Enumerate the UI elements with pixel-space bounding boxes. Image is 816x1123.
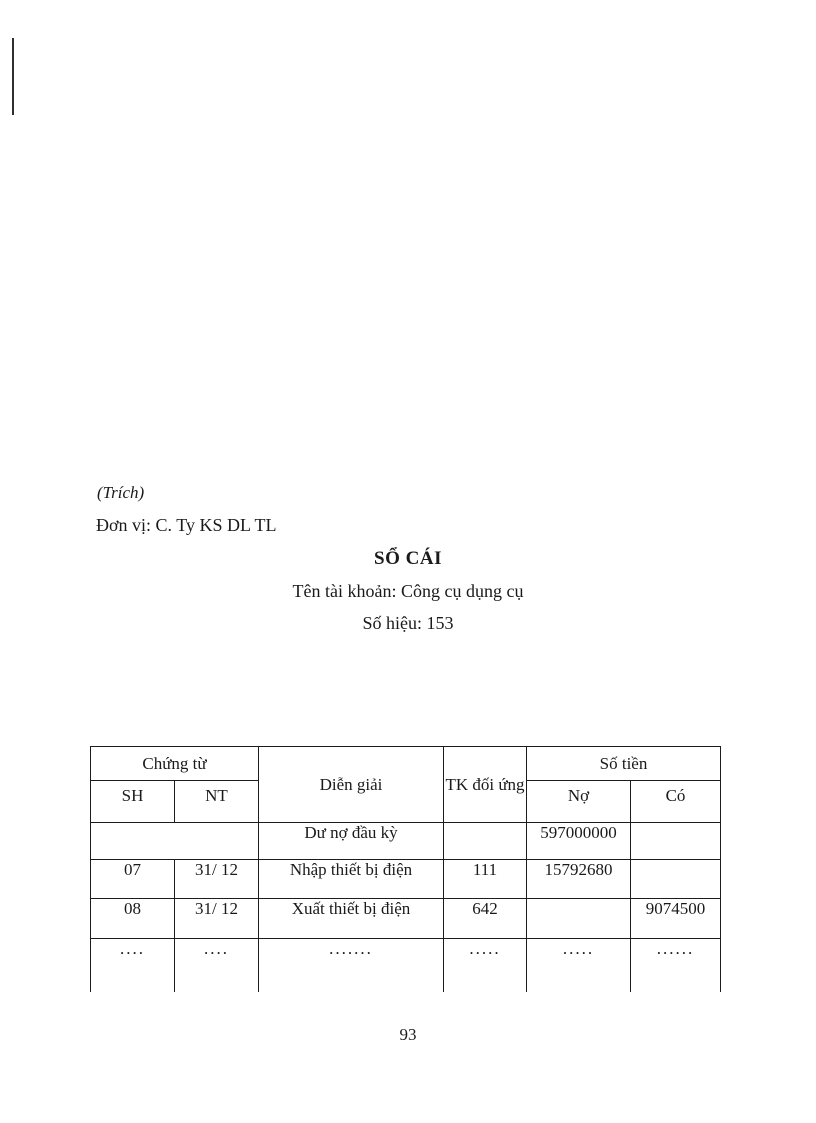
- unit-line: Đơn vị: C. Ty KS DL TL: [96, 515, 277, 535]
- cell-tk: 642: [443, 898, 527, 939]
- page-number: 93: [399, 1025, 417, 1044]
- col-header-nt: NT: [174, 780, 259, 823]
- ledger-table: Chứng từ Diễn giải TK đối ứng Số tiền SH…: [90, 746, 722, 992]
- cell-nt: ....: [174, 938, 259, 992]
- cell-co: [629, 859, 722, 899]
- excerpt-note: (Trích): [97, 483, 145, 502]
- cell-sh: 07: [90, 859, 175, 899]
- col-header-tk-doi-ung: TK đối ứng: [443, 746, 527, 823]
- cell-dien-giai: .......: [258, 938, 444, 992]
- header-row-top: Chứng từ Diễn giải TK đối ứng Số tiền: [90, 746, 722, 823]
- col-header-no: Nợ: [526, 780, 631, 823]
- col-header-co: Có: [629, 780, 722, 823]
- cell-dien-giai: Xuất thiết bị điện: [258, 898, 444, 939]
- cell-tk: [443, 822, 527, 860]
- table-row-ellipsis: .... .... ....... ..... ..... ......: [90, 938, 722, 992]
- table-row-opening-balance: Dư nợ đầu kỳ 597000000: [90, 822, 722, 860]
- table-row: 08 31/ 12 Xuất thiết bị điện 642 9074500: [90, 898, 722, 939]
- col-header-chung-tu: Chứng từ: [90, 746, 259, 781]
- cell-sh: 08: [90, 898, 175, 939]
- col-header-dien-giai: Diễn giải: [258, 746, 444, 823]
- page-title: SỔ CÁI: [374, 548, 442, 569]
- account-name-line: Tên tài khoản: Công cụ dụng cụ: [292, 581, 524, 601]
- cell-dien-giai: Dư nợ đầu kỳ: [258, 822, 444, 860]
- cell-nt: 31/ 12: [174, 859, 259, 899]
- cell-co: ......: [629, 938, 722, 992]
- cell-no: 15792680: [526, 859, 631, 899]
- table-row: 07 31/ 12 Nhập thiết bị điện 111 1579268…: [90, 859, 722, 899]
- cell-no: 597000000: [526, 822, 631, 860]
- cell-tk: .....: [443, 938, 527, 992]
- cell-sh-nt-merged: [90, 822, 259, 860]
- cell-co: [629, 822, 722, 860]
- cell-dien-giai: Nhập thiết bị điện: [258, 859, 444, 899]
- page-margin-line: [12, 38, 14, 115]
- col-header-sh: SH: [90, 780, 175, 823]
- cell-sh: ....: [90, 938, 175, 992]
- col-header-so-tien: Số tiền: [525, 746, 722, 781]
- cell-nt: 31/ 12: [174, 898, 259, 939]
- cell-no: [526, 898, 631, 939]
- header-row-sub: SH NT Nợ Có: [90, 780, 722, 823]
- cell-tk: 111: [443, 859, 527, 899]
- account-number-line: Số hiệu: 153: [362, 613, 454, 633]
- cell-no: .....: [526, 938, 631, 992]
- cell-co: 9074500: [629, 898, 722, 939]
